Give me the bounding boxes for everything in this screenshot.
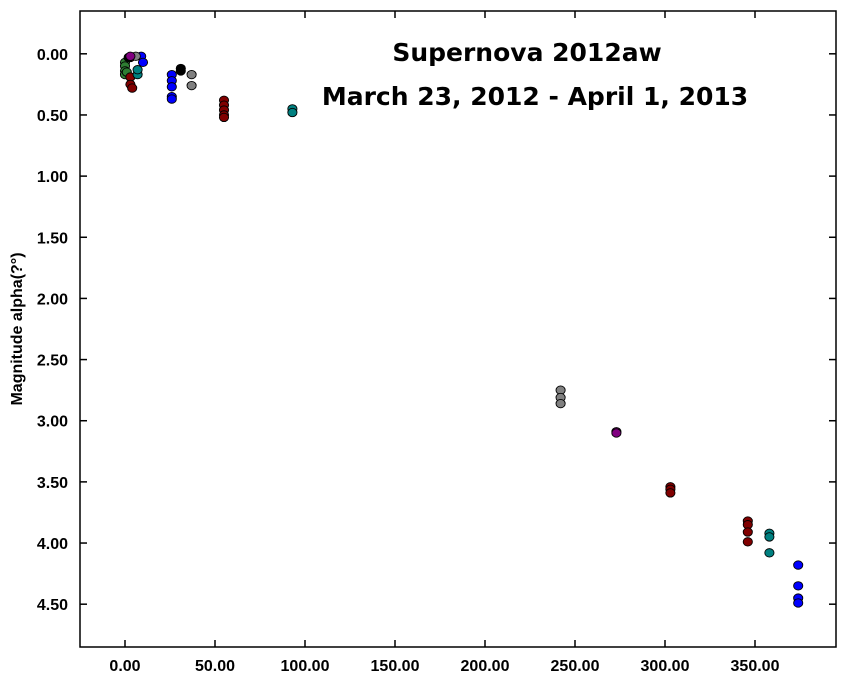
data-point [186, 69, 197, 80]
data-point [793, 581, 804, 591]
y-tick-label: 4.00 [37, 536, 68, 553]
data-point [127, 83, 138, 93]
series-2 [125, 52, 753, 547]
data-point [137, 57, 149, 68]
data-point [665, 488, 676, 498]
data-point [742, 537, 753, 547]
y-tick-label: 2.50 [37, 353, 68, 370]
x-tick-label: 300.00 [641, 658, 690, 675]
x-tick-label: 100.00 [281, 658, 330, 675]
data-point [125, 51, 136, 61]
data-point [764, 548, 775, 558]
y-tick-label: 1.50 [37, 230, 68, 247]
plot-frame [79, 10, 837, 648]
series-3 [130, 51, 566, 409]
y-tick-label: 0.00 [37, 47, 68, 64]
chart-title-line-1: Supernova 2012aw [392, 38, 661, 67]
data-point [132, 65, 143, 75]
y-axis-label: Magnitude alpha(?°) [9, 252, 26, 405]
data-point [186, 80, 197, 91]
data-point [793, 560, 804, 570]
data-point [287, 107, 298, 118]
y-tick-label: 2.00 [37, 291, 68, 308]
chart-title-line-2: March 23, 2012 - April 1, 2013 [322, 82, 748, 111]
x-tick-label: 200.00 [461, 658, 510, 675]
data-point [611, 428, 622, 438]
y-tick-label: 1.00 [37, 169, 68, 186]
data-point [793, 598, 804, 608]
y-tick-label: 3.50 [37, 475, 68, 492]
y-axis-ticks: 0.00 0.50 1.00 1.50 2.00 2.50 3.00 3.50 4.00 4.50 [37, 47, 836, 614]
x-tick-label: 150.00 [371, 658, 420, 675]
data-point [175, 66, 186, 76]
series-5 [132, 65, 775, 558]
y-tick-label: 3.00 [37, 414, 68, 431]
x-tick-label: 350.00 [731, 658, 780, 675]
data-points [119, 51, 804, 608]
x-tick-label: 0.00 [109, 658, 140, 675]
data-point [764, 532, 775, 542]
x-axis-ticks: 0.00 50.00 100.00 150.00 200.00 250.00 300.00 3… [109, 11, 780, 675]
y-tick-label: 4.50 [37, 597, 68, 614]
series-6 [125, 51, 622, 438]
data-point [218, 112, 230, 123]
data-point [166, 82, 177, 92]
x-tick-label: 250.00 [551, 658, 600, 675]
y-tick-label: 0.50 [37, 108, 68, 125]
data-point [555, 398, 566, 409]
x-tick-label: 50.00 [195, 658, 235, 675]
data-point [742, 527, 753, 537]
series-0 [136, 51, 804, 608]
data-point [166, 94, 177, 104]
